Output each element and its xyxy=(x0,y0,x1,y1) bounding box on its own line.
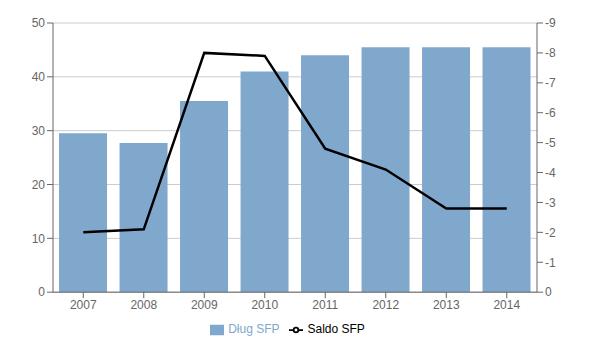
svg-text:2008: 2008 xyxy=(130,298,157,312)
svg-text:20: 20 xyxy=(32,178,46,192)
svg-text:50: 50 xyxy=(32,16,46,30)
svg-text:-7: -7 xyxy=(545,76,556,90)
svg-text:2012: 2012 xyxy=(372,298,399,312)
svg-text:-8: -8 xyxy=(545,46,556,60)
svg-text:40: 40 xyxy=(32,70,46,84)
svg-text:2013: 2013 xyxy=(433,298,460,312)
html-text:Saldo SFP: Saldo SFP xyxy=(307,322,365,337)
svg-text:0: 0 xyxy=(38,285,45,299)
svg-text:0: 0 xyxy=(545,285,552,299)
svg-text:2009: 2009 xyxy=(191,298,218,312)
svg-text:-4: -4 xyxy=(545,166,556,180)
svg-text:2010: 2010 xyxy=(251,298,278,312)
svg-text:2007: 2007 xyxy=(70,298,97,312)
svg-text:-9: -9 xyxy=(545,16,556,30)
svg-text:-3: -3 xyxy=(545,196,556,210)
svg-text:-1: -1 xyxy=(545,256,556,270)
svg-text:10: 10 xyxy=(32,232,46,246)
svg-text:-6: -6 xyxy=(545,106,556,120)
html-text:Dług SFP: Dług SFP xyxy=(228,322,280,337)
svg-text:30: 30 xyxy=(32,124,46,138)
svg-text:-2: -2 xyxy=(545,226,556,240)
svg-text:-5: -5 xyxy=(545,136,556,150)
svg-text:2011: 2011 xyxy=(312,298,338,312)
svg-text:2014: 2014 xyxy=(493,298,520,312)
